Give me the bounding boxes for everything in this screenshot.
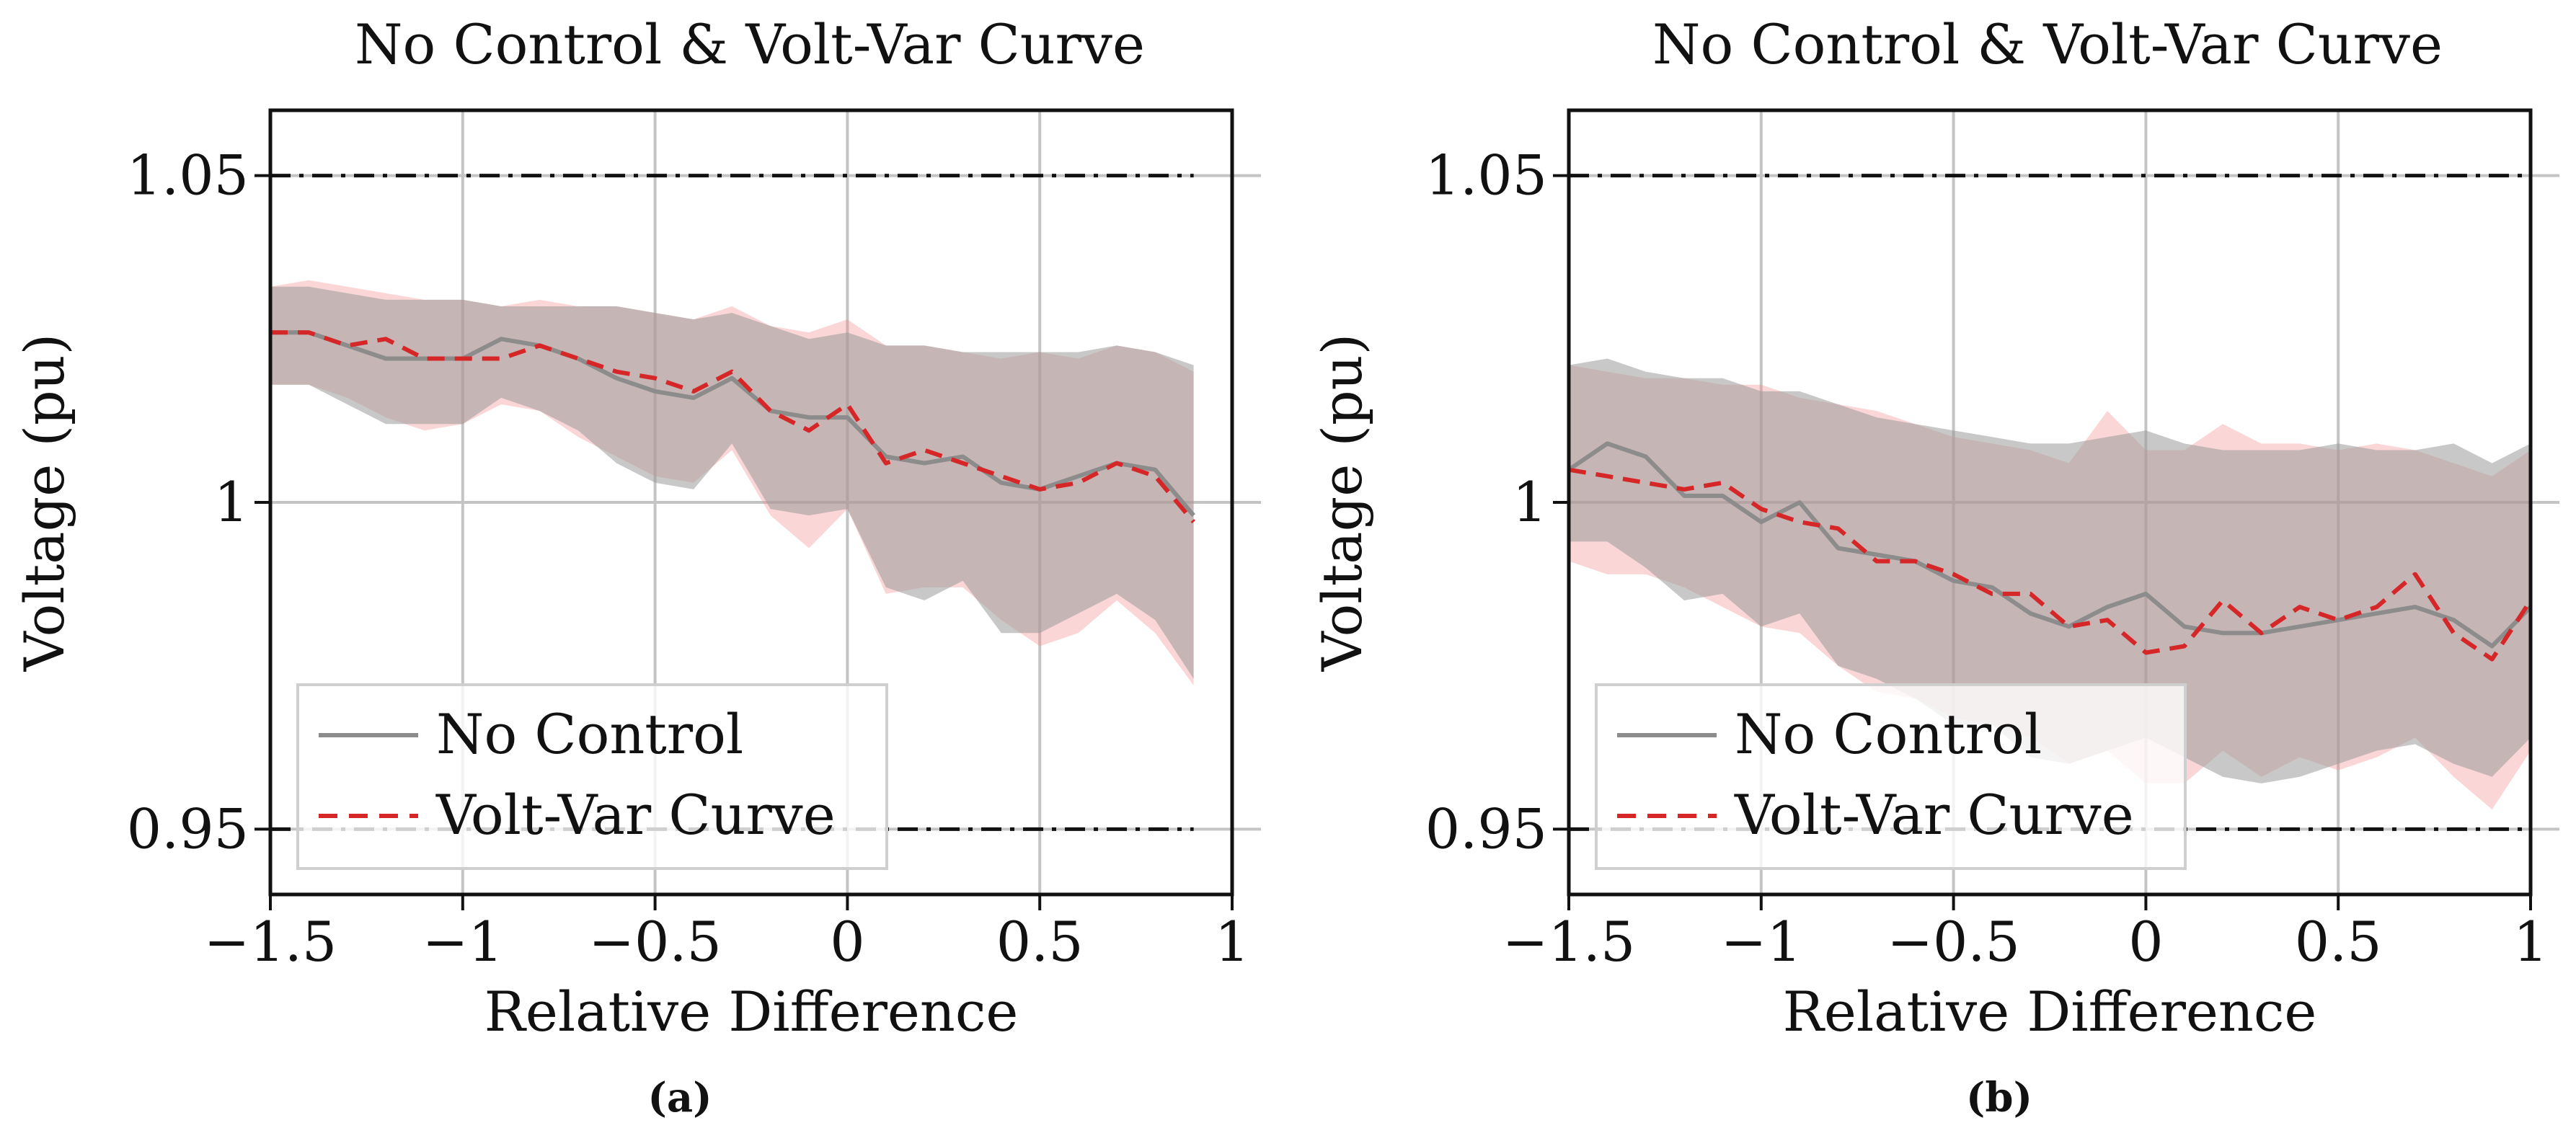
legend-box: [1595, 683, 2187, 870]
x-tick-label: −0.5: [1887, 910, 2020, 974]
y-tick-label: 0.95: [127, 796, 249, 861]
legend-label-volt-var: Volt-Var Curve: [1734, 783, 2134, 847]
x-axis-label: Relative Difference: [1783, 980, 2317, 1044]
band-no-control: [1569, 358, 2531, 783]
y-tick-label: 1: [1513, 470, 1547, 534]
y-axis-label: Voltage (pu): [12, 334, 76, 672]
panel-caption: (a): [647, 1074, 712, 1122]
chart-panel-a: No Control & Volt-Var Curve −1.5 −1 −0.5 0 0…: [12, 12, 1261, 1122]
y-tick-label: 1.05: [1425, 143, 1547, 208]
chart-title: No Control & Volt-Var Curve: [1652, 12, 2443, 76]
x-tick-label: 0: [830, 910, 864, 974]
x-tick-label: 0.5: [996, 910, 1084, 974]
legend: No Control Volt-Var Curve: [1595, 683, 2187, 870]
x-tick-label: 1: [2513, 910, 2548, 974]
chart-title: No Control & Volt-Var Curve: [355, 12, 1145, 76]
y-axis-label: Voltage (pu): [1310, 334, 1374, 672]
x-tick-label: −1: [1721, 910, 1802, 974]
legend-label-no-control: No Control: [1735, 702, 2042, 766]
chart-panel-b: No Control & Volt-Var Curve −1.5 −1 −0.5 0 0…: [1310, 12, 2559, 1122]
legend-box: [296, 683, 888, 870]
x-tick-label: 1: [1215, 910, 1249, 974]
y-tick-label: 0.95: [1425, 796, 1547, 861]
x-tick-label: −1.5: [1502, 910, 1636, 974]
x-tick-label: −1: [422, 910, 503, 974]
series-volt-var: [270, 330, 1195, 524]
x-axis-label: Relative Difference: [484, 980, 1019, 1044]
y-tick-label: 1: [214, 470, 249, 534]
band-no-control: [270, 286, 1194, 679]
y-tick-label: 1.05: [127, 143, 249, 208]
x-tick-label: 0: [2128, 910, 2163, 974]
x-tick-label: 0.5: [2295, 910, 2382, 974]
x-tick-label: −0.5: [588, 910, 722, 974]
series-no-control: [1567, 441, 2533, 649]
x-tick-label: −1.5: [204, 910, 337, 974]
legend-label-no-control: No Control: [436, 702, 743, 766]
panel-caption: (b): [1966, 1074, 2032, 1122]
legend-label-volt-var: Volt-Var Curve: [435, 783, 836, 847]
legend: No Control Volt-Var Curve: [296, 683, 888, 870]
